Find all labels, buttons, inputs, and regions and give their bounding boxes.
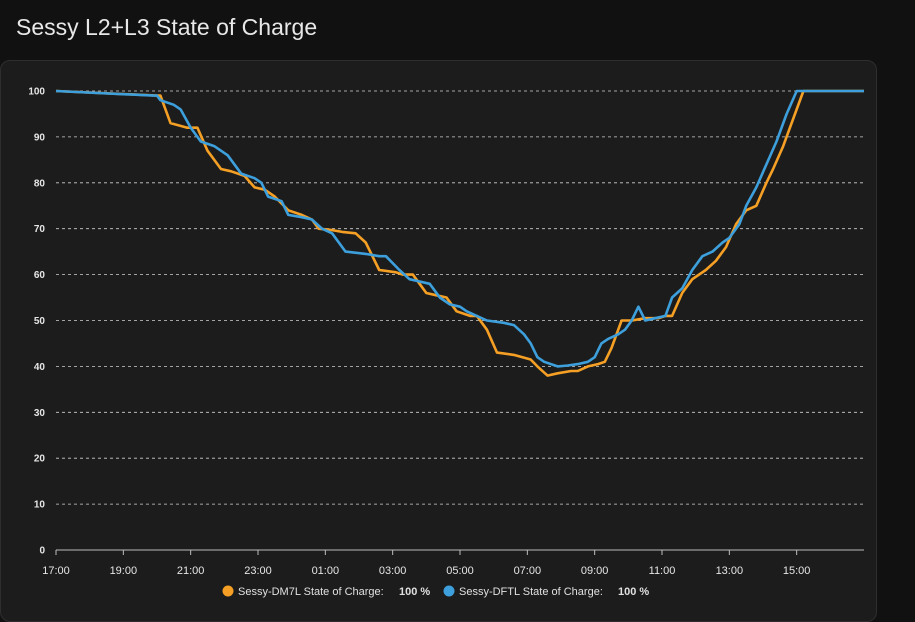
x-tick-label: 01:00 bbox=[312, 565, 340, 577]
y-axis: 0 10 20 30 40 50 60 70 80 90 100 bbox=[28, 87, 45, 557]
state-of-charge-chart[interactable]: 0 10 20 30 40 50 60 70 80 90 100 17:00 19:00 21:00 23… bbox=[0, 0, 915, 605]
legend-swatch-blue bbox=[443, 585, 455, 597]
x-tick-label: 15:00 bbox=[783, 565, 811, 577]
y-tick-label: 30 bbox=[34, 408, 46, 419]
y-tick-label: 10 bbox=[34, 500, 46, 511]
grid-lines bbox=[56, 90, 864, 551]
legend-item-dftl[interactable]: Sessy-DFTL State of Charge: 100 % bbox=[443, 585, 650, 599]
y-tick-label: 100 bbox=[28, 87, 45, 98]
y-tick-label: 40 bbox=[34, 362, 46, 373]
page-title: Sessy L2+L3 State of Charge bbox=[16, 14, 318, 40]
series-lines bbox=[55, 89, 864, 377]
x-axis: 17:00 19:00 21:00 23:00 01:00 03:00 05:00 07:00… bbox=[42, 550, 810, 577]
legend-value: 100 % bbox=[399, 586, 430, 598]
x-tick-label: 23:00 bbox=[244, 565, 272, 577]
x-tick-label: 19:00 bbox=[110, 565, 138, 577]
series-line-dm7l[interactable] bbox=[55, 89, 864, 377]
x-tick-label: 17:00 bbox=[42, 565, 70, 577]
chart-card bbox=[0, 60, 877, 622]
legend: Sessy-DM7L State of Charge: 100 % Sessy-… bbox=[222, 585, 650, 599]
y-tick-label: 50 bbox=[34, 316, 46, 327]
y-tick-label: 60 bbox=[34, 270, 46, 281]
x-tick-label: 21:00 bbox=[177, 565, 205, 577]
legend-label: Sessy-DFTL State of Charge: bbox=[459, 586, 603, 598]
y-tick-label: 20 bbox=[34, 454, 46, 465]
x-tick-label: 13:00 bbox=[716, 565, 744, 577]
legend-label: Sessy-DM7L State of Charge: bbox=[238, 586, 384, 598]
y-tick-label: 0 bbox=[39, 546, 45, 557]
x-tick-label: 09:00 bbox=[581, 565, 609, 577]
x-tick-label: 11:00 bbox=[649, 565, 676, 577]
x-tick-label: 05:00 bbox=[446, 565, 474, 577]
y-tick-label: 70 bbox=[34, 224, 46, 235]
series-line-dftl[interactable] bbox=[55, 89, 864, 368]
x-tick-label: 03:00 bbox=[379, 565, 407, 577]
y-tick-label: 90 bbox=[34, 132, 46, 143]
legend-swatch-orange bbox=[222, 585, 234, 597]
x-tick-label: 07:00 bbox=[514, 565, 542, 577]
y-tick-label: 80 bbox=[34, 178, 46, 189]
legend-value: 100 % bbox=[618, 586, 649, 598]
legend-item-dm7l[interactable]: Sessy-DM7L State of Charge: 100 % bbox=[222, 585, 431, 599]
